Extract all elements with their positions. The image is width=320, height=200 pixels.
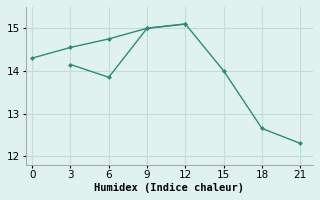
X-axis label: Humidex (Indice chaleur): Humidex (Indice chaleur) xyxy=(94,183,244,193)
